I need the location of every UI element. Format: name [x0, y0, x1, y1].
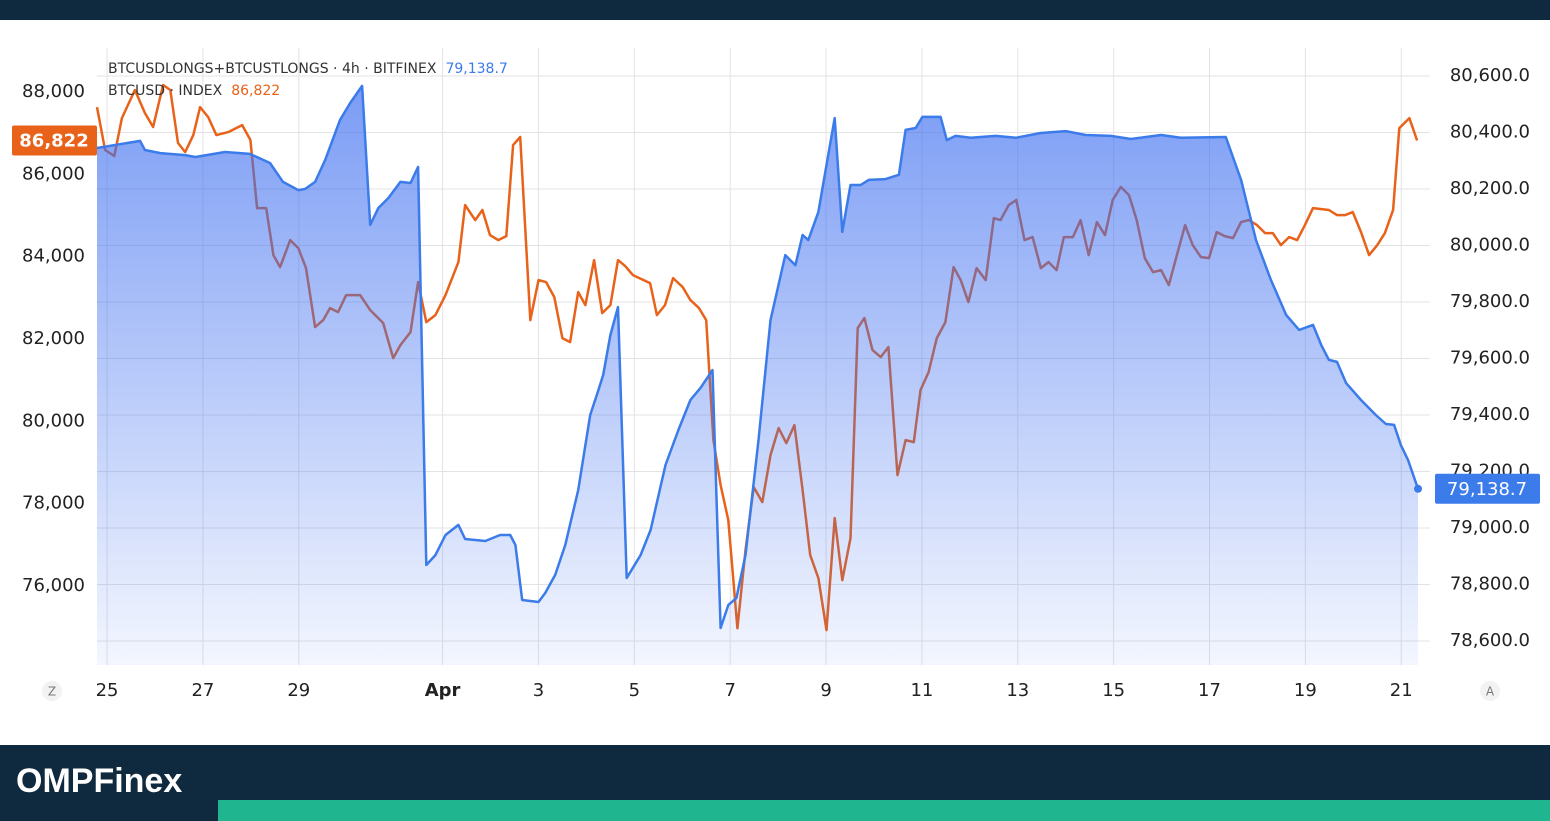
y2-tick-label: 79,000.0: [1450, 517, 1530, 538]
plot: [95, 83, 1423, 665]
legend-value: 79,138.7: [445, 61, 507, 77]
y-tick-label: 84,000: [22, 246, 85, 267]
y2-tick-label: 79,800.0: [1450, 291, 1530, 312]
legend-value: 86,822: [231, 83, 280, 99]
top-bar: [0, 0, 1550, 20]
x-tick-label: 9: [820, 680, 831, 701]
last-point: [1414, 484, 1423, 493]
y-tick-label: 82,000: [22, 328, 85, 349]
legend-entry: BTCUSD · INDEX 86,822: [108, 83, 280, 99]
x-tick-label: 13: [1006, 680, 1029, 701]
x-tick-label: 27: [191, 680, 214, 701]
x-tick-label: 29: [287, 680, 310, 701]
brand: OMPFinex: [16, 762, 182, 800]
price-badge: [12, 125, 97, 156]
y2-tick-label: 80,200.0: [1450, 178, 1530, 199]
y2-tick-label: 80,600.0: [1450, 65, 1530, 86]
axes: 25 27 29 Apr 3 5 7 9 11 13 15 17 19 21 76,000 78,000 80,…: [12, 65, 1540, 701]
footer-accent: [218, 800, 1550, 821]
button-label[interactable]: Z: [48, 685, 56, 699]
x-tick-label: Apr: [425, 680, 461, 701]
y2-tick-label: 80,400.0: [1450, 121, 1530, 142]
x-tick-label: 3: [533, 680, 544, 701]
y2-tick-label: 79,600.0: [1450, 347, 1530, 368]
legend-name: BTCUSD · INDEX: [108, 83, 223, 99]
x-tick-label: 17: [1198, 680, 1221, 701]
y-tick-label: 80,000: [22, 410, 85, 431]
button[interactable]: [42, 681, 62, 701]
y-tick-label: 78,000: [22, 493, 85, 514]
y2-tick-label: 80,000.0: [1450, 234, 1530, 255]
x-tick-label: 15: [1102, 680, 1125, 701]
x-tick-label: 25: [96, 680, 119, 701]
x-tick-label: 5: [629, 680, 640, 701]
x-tick-label: 11: [910, 680, 933, 701]
y2-tick-label: 78,600.0: [1450, 630, 1530, 651]
y2-tick-label: 78,800.0: [1450, 573, 1530, 594]
legend-name: BTCUSDLONGS+BTCUSTLONGS · 4h · BITFINEX: [108, 61, 437, 77]
x-tick-label: 19: [1294, 680, 1317, 701]
line: [96, 84, 1420, 630]
price-badge-label: 79,138.7: [1447, 479, 1527, 500]
x-tick-label: 7: [724, 680, 735, 701]
legend: BTCUSDLONGS+BTCUSTLONGS · 4h · BITFINEX 7…: [108, 61, 508, 99]
x-tick-label: 21: [1390, 680, 1413, 701]
button[interactable]: [1480, 681, 1500, 701]
price-badge: [1435, 473, 1540, 504]
y-tick-label: 76,000: [22, 575, 85, 596]
price-badge-label: 86,822: [19, 131, 88, 152]
y-tick-label: 86,000: [22, 163, 85, 184]
y-tick-label: 88,000: [22, 81, 85, 102]
area: [97, 85, 1418, 665]
y2-tick-label: 79,400.0: [1450, 404, 1530, 425]
button-label[interactable]: A: [1486, 685, 1495, 699]
legend-entry: BTCUSDLONGS+BTCUSTLONGS · 4h · BITFINEX 7…: [108, 61, 508, 77]
